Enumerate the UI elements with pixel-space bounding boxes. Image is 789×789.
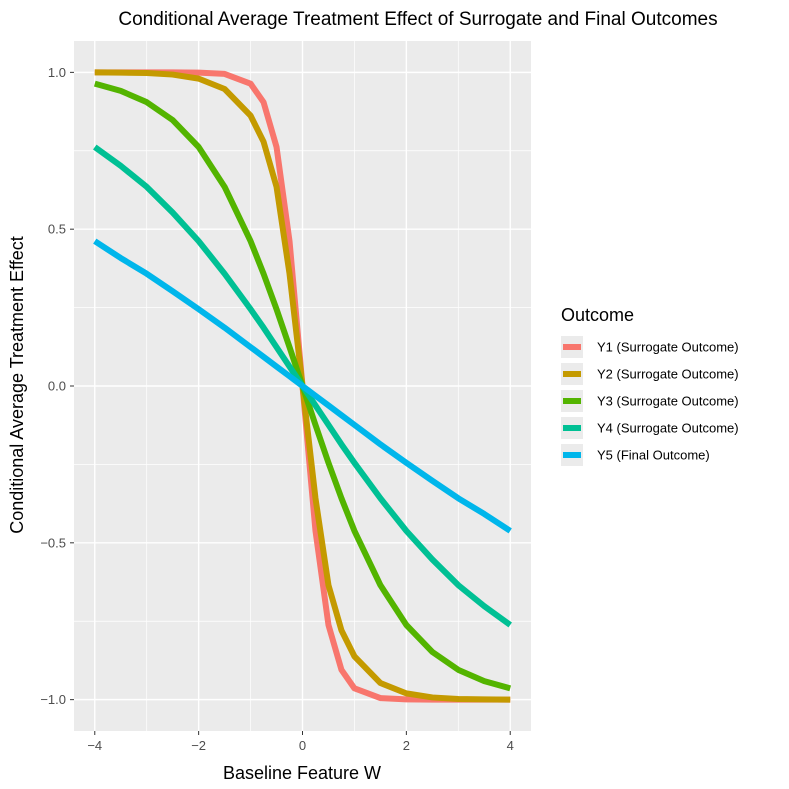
series-line bbox=[93, 238, 512, 534]
legend-items: Y1 (Surrogate Outcome) Y2 (Surrogate Outc… bbox=[561, 336, 739, 466]
y-axis-title: Conditional Average Treatment Effect bbox=[7, 236, 27, 534]
y-tick-label: 1.0 bbox=[48, 65, 66, 80]
x-axis-title: Baseline Feature W bbox=[223, 763, 381, 783]
legend-title: Outcome bbox=[561, 305, 634, 325]
legend-label: Y4 (Surrogate Outcome) bbox=[597, 421, 739, 436]
x-tick-label: 4 bbox=[507, 738, 514, 753]
x-tick-label: 2 bbox=[403, 738, 410, 753]
y-axis: 1.0 0.5 0.0 −0.5 −1.0 bbox=[40, 65, 74, 707]
legend-label: Y5 (Final Outcome) bbox=[597, 448, 710, 463]
series-lines bbox=[93, 69, 512, 703]
y-tick-label: 0.0 bbox=[48, 379, 66, 394]
y-tick-label: 0.5 bbox=[48, 222, 66, 237]
legend-label: Y1 (Surrogate Outcome) bbox=[597, 340, 739, 355]
legend-label: Y3 (Surrogate Outcome) bbox=[597, 394, 739, 409]
x-tick-label: 0 bbox=[299, 738, 306, 753]
x-tick-label: −4 bbox=[87, 738, 102, 753]
chart-title: Conditional Average Treatment Effect of … bbox=[118, 9, 717, 30]
y-tick-label: −0.5 bbox=[40, 535, 66, 550]
y-tick-label: −1.0 bbox=[40, 692, 66, 707]
legend-label: Y2 (Surrogate Outcome) bbox=[597, 367, 739, 382]
x-axis: −4 −2 0 2 4 bbox=[87, 731, 514, 753]
legend: Outcome Y1 (Surrogate Outcome) Y2 (Surrog… bbox=[561, 305, 739, 466]
x-tick-label: −2 bbox=[191, 738, 206, 753]
